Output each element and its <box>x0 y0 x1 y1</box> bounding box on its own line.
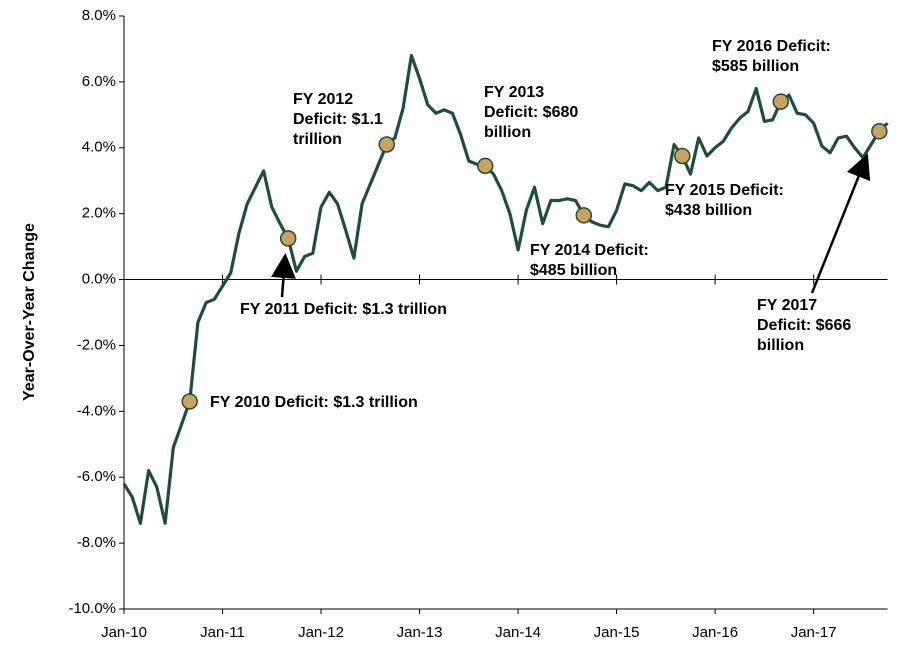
x-tick-label: Jan-17 <box>791 624 837 641</box>
annotation: $585 billion <box>712 58 799 75</box>
x-tick-label: Jan-13 <box>397 624 443 641</box>
highlight-marker <box>476 157 494 175</box>
highlight-marker <box>181 393 198 410</box>
annotation: FY 2012 <box>293 91 353 108</box>
data-line <box>122 53 889 525</box>
y-tick-label: 4.0% <box>82 139 116 156</box>
annotation: Deficit: $680 <box>484 104 578 121</box>
y-axis-label: Year-Over-Year Change <box>21 223 38 401</box>
annotation-arrow <box>271 253 296 298</box>
highlight-marker <box>871 123 888 140</box>
y-tick-label: -4.0% <box>77 402 116 419</box>
annotation: billion <box>757 337 804 354</box>
annotation: billion <box>484 124 531 141</box>
y-tick-label: -10.0% <box>68 600 116 617</box>
annotation: $438 billion <box>665 202 752 219</box>
x-tick-label: Jan-16 <box>692 624 738 641</box>
y-tick-label: 0.0% <box>82 271 116 288</box>
highlight-marker <box>674 147 691 165</box>
annotation: FY 2014 Deficit: <box>530 242 649 259</box>
y-tick-label: -6.0% <box>77 468 116 485</box>
x-tick-label: Jan-15 <box>594 624 640 641</box>
highlight-marker <box>575 207 593 224</box>
y-tick-label: 6.0% <box>82 73 116 90</box>
y-tick-label: -8.0% <box>77 534 116 551</box>
highlight-marker <box>378 136 395 153</box>
annotation: Deficit: $1.1 <box>293 111 383 128</box>
annotation: trillion <box>293 131 342 148</box>
annotation: FY 2017 <box>757 297 817 314</box>
y-tick-label: 2.0% <box>82 205 116 222</box>
highlight-marker <box>772 93 790 110</box>
x-tick-label: Jan-12 <box>298 624 344 641</box>
annotation: FY 2015 Deficit: <box>665 182 784 199</box>
annotation: FY 2013 <box>484 84 544 101</box>
x-tick-label: Jan-14 <box>495 624 541 641</box>
y-tick-label: -2.0% <box>77 336 116 353</box>
x-tick-label: Jan-10 <box>101 624 147 641</box>
annotation: $485 billion <box>530 262 617 279</box>
annotation: FY 2016 Deficit: <box>712 38 831 55</box>
annotation-arrow <box>810 153 871 294</box>
x-tick-label: Jan-11 <box>200 624 245 641</box>
annotation: Deficit: $666 <box>757 317 851 334</box>
annotation: FY 2011 Deficit: $1.3 trillion <box>240 301 447 318</box>
y-tick-label: 8.0% <box>82 7 116 24</box>
highlight-marker <box>279 230 297 247</box>
annotation: FY 2010 Deficit: $1.3 trillion <box>210 394 418 411</box>
